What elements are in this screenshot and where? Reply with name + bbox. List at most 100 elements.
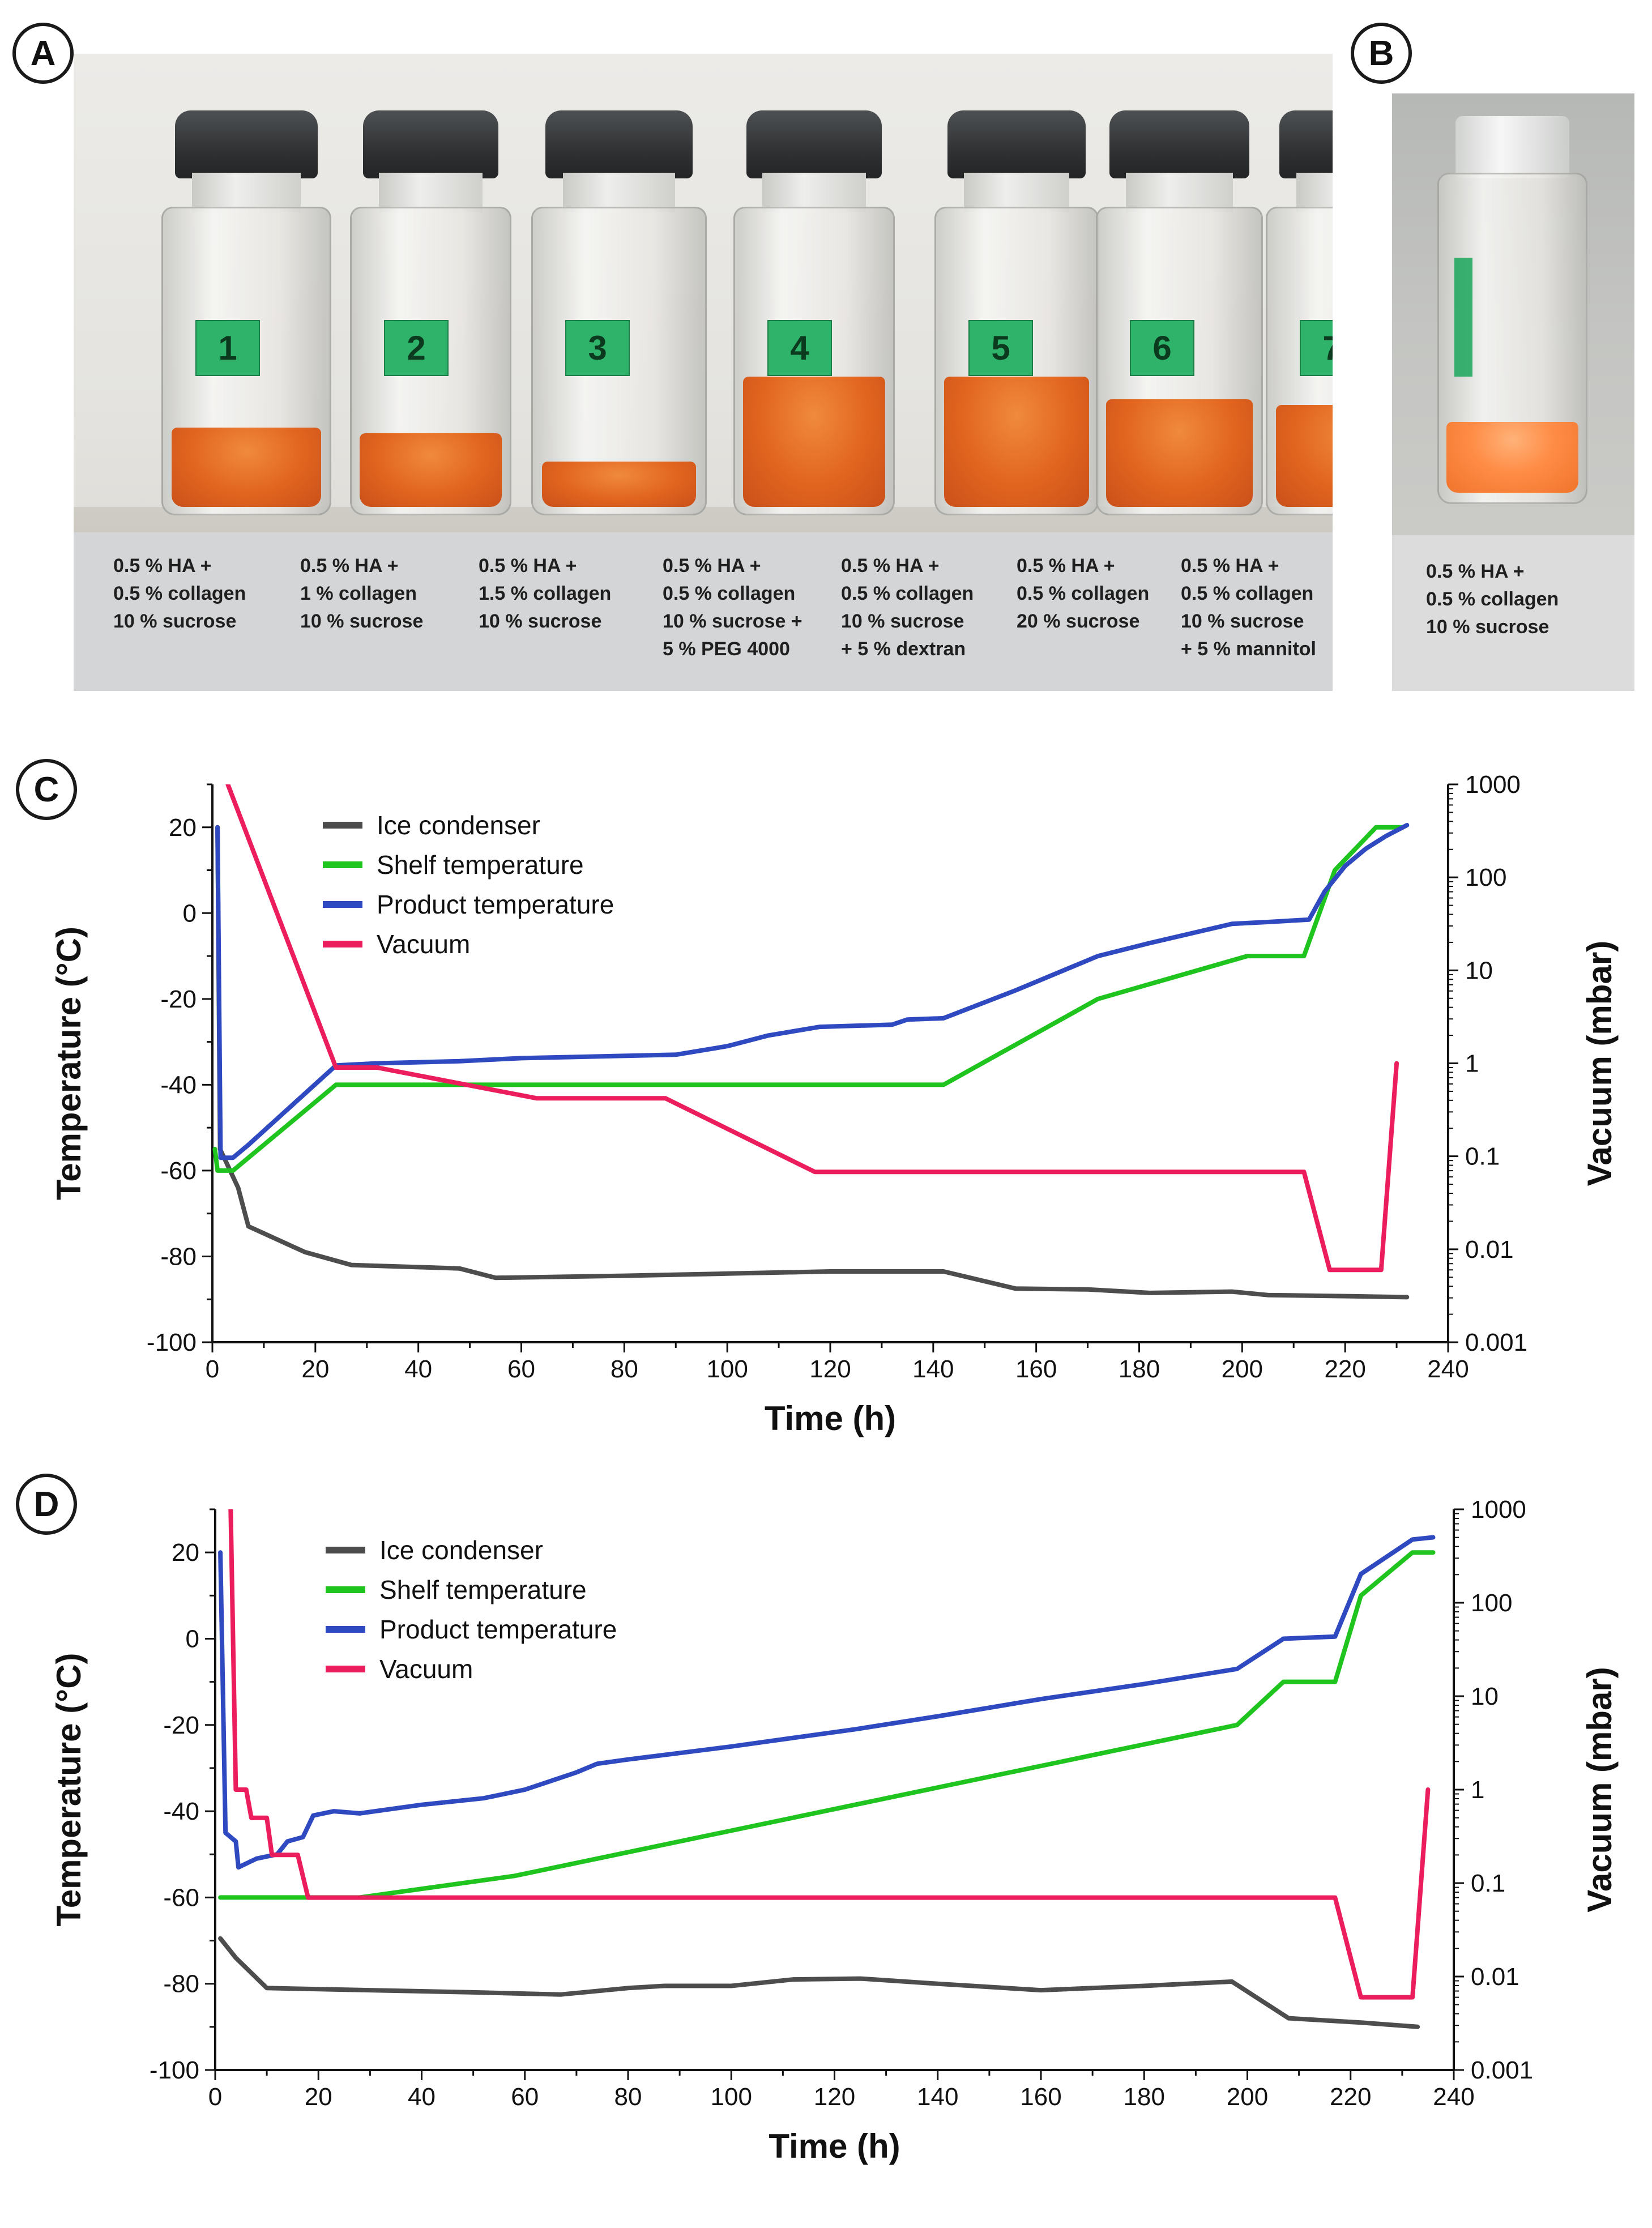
x-tick-label: 180 (1119, 1355, 1160, 1383)
vial-cake (360, 433, 502, 507)
y2-tick-label: 0.001 (1471, 2056, 1533, 2084)
vial-neck (964, 173, 1069, 212)
x-tick-label: 140 (912, 1355, 954, 1383)
vial-number-label: 1 (195, 320, 260, 376)
vial-stopper (175, 110, 318, 178)
series-line-vacuum (225, 784, 1399, 1273)
y-tick-label: 20 (172, 1539, 199, 1567)
panel-b-photo: 0.5 % HA + 0.5 % collagen 10 % sucrose (1392, 93, 1634, 691)
series-line-product-temperature (215, 823, 1410, 1160)
x-tick-label: 80 (614, 2083, 642, 2111)
caption-band (1392, 535, 1634, 691)
caption-line: 10 % sucrose (300, 611, 424, 632)
x-tick-label: 220 (1324, 1355, 1365, 1383)
y-tick-label: -80 (160, 1243, 197, 1270)
caption-line: 10 % sucrose (841, 611, 964, 632)
caption-line: 0.5 % collagen (1181, 583, 1314, 604)
chart-d: 0 20 40 60 80 100 120 140 160 180 200 220 240200-20-… (50, 1496, 1619, 2165)
caption-line: 10 % sucrose (1181, 611, 1304, 632)
caption-line: + 5 % mannitol (1181, 638, 1316, 660)
vial-1: 1 (161, 110, 331, 518)
caption-band (74, 532, 1333, 691)
panel-letter-d: D (16, 1474, 77, 1535)
panel-a-photo: 1 2 3 4 5 6 7 0.5 % HA + 0.5 % collagen 10 % suc… (74, 54, 1333, 691)
caption-line: 5 % PEG 4000 (663, 638, 790, 660)
x-tick-label: 100 (706, 1355, 748, 1383)
vial-stopper (746, 110, 882, 178)
y-tick-label: -60 (160, 1157, 197, 1185)
caption-line: 0.5 % HA + (1017, 555, 1115, 577)
y2-tick-label: 0.1 (1471, 1870, 1505, 1897)
vial-7: 7 (1266, 110, 1333, 518)
vial-6: 6 (1096, 110, 1263, 518)
vial-4: 4 (733, 110, 895, 518)
series-line-ice-condenser (218, 1936, 1420, 2029)
y2-tick-label: 10 (1471, 1683, 1499, 1710)
y-tick-label: 0 (186, 1625, 199, 1653)
vial-label-strip (1454, 258, 1472, 377)
caption-line: 0.5 % HA + (113, 555, 212, 577)
vial-stopper (545, 110, 693, 178)
vial-b (1437, 116, 1587, 507)
caption-line: 0.5 % HA + (841, 555, 940, 577)
x-tick-label: 140 (917, 2083, 958, 2111)
vial-number-label: 5 (968, 320, 1033, 376)
y2-axis-title: Vacuum (mbar) (1581, 1667, 1619, 1912)
vial-neck (1296, 173, 1333, 212)
vial-number-label: 2 (384, 320, 449, 376)
vial-number-label: 6 (1130, 320, 1194, 376)
caption-line: 1.5 % collagen (479, 583, 612, 604)
x-tick-label: 220 (1330, 2083, 1371, 2111)
caption-line: 0.5 % HA + (300, 555, 399, 577)
vial-cake (944, 377, 1089, 507)
x-tick-label: 60 (511, 2083, 539, 2111)
series-line-ice-condenser (215, 825, 1410, 1300)
x-tick-label: 160 (1020, 2083, 1061, 2111)
caption-line: 20 % sucrose (1017, 611, 1140, 632)
vial-neck (1455, 116, 1570, 178)
x-tick-label: 40 (404, 1355, 432, 1383)
legend-label: Shelf temperature (377, 850, 584, 880)
y2-tick-label: 0.01 (1465, 1236, 1514, 1264)
legend-label: Product temperature (379, 1615, 617, 1644)
caption-line: 0.5 % collagen (663, 583, 796, 604)
caption-line: 10 % sucrose + (663, 611, 802, 632)
series-line-vacuum (228, 1509, 1431, 2000)
y2-tick-label: 0.01 (1471, 1963, 1519, 1991)
y-tick-label: -20 (163, 1711, 199, 1739)
caption-line: 10 % sucrose (1426, 616, 1549, 638)
y-tick-label: -20 (160, 985, 197, 1013)
caption-line: 10 % sucrose (479, 611, 602, 632)
y-tick-label: -100 (150, 2056, 199, 2084)
x-axis-title: Time (h) (765, 1399, 896, 1437)
caption-line: 0.5 % HA + (663, 555, 761, 577)
vial-stopper (1109, 110, 1250, 178)
series-line-shelf-temperature (212, 825, 1405, 1173)
x-tick-label: 100 (711, 2083, 752, 2111)
y-tick-label: 0 (183, 899, 197, 927)
y2-tick-label: 0.001 (1465, 1329, 1527, 1356)
vial-number-label: 7 (1300, 320, 1333, 376)
caption-line: 1 % collagen (300, 583, 417, 604)
x-tick-label: 20 (301, 1355, 329, 1383)
y-axis-title: Temperature (°C) (50, 927, 88, 1200)
panel-letter-c: C (16, 759, 77, 820)
chart-c: 0 20 40 60 80 100 120 140 160 180 200 220 240200-20-… (50, 771, 1619, 1437)
x-tick-label: 60 (507, 1355, 535, 1383)
vial-cake (1105, 399, 1253, 507)
caption-line: 0.5 % HA + (1426, 561, 1525, 582)
vial-neck (379, 173, 483, 212)
vial-cake (541, 462, 697, 507)
y2-tick-label: 1000 (1465, 771, 1521, 799)
vial-number-label: 3 (565, 320, 630, 376)
caption-line: 10 % sucrose (113, 611, 237, 632)
y-tick-label: -40 (163, 1798, 199, 1825)
x-axis-title: Time (h) (769, 2127, 900, 2165)
y-tick-label: -100 (147, 1329, 197, 1356)
x-tick-label: 200 (1227, 2083, 1268, 2111)
vial-number-label: 4 (767, 320, 832, 376)
y2-axis-title: Vacuum (mbar) (1581, 941, 1619, 1186)
vial-cake (743, 377, 885, 507)
x-tick-label: 240 (1427, 1355, 1469, 1383)
x-tick-label: 40 (408, 2083, 436, 2111)
